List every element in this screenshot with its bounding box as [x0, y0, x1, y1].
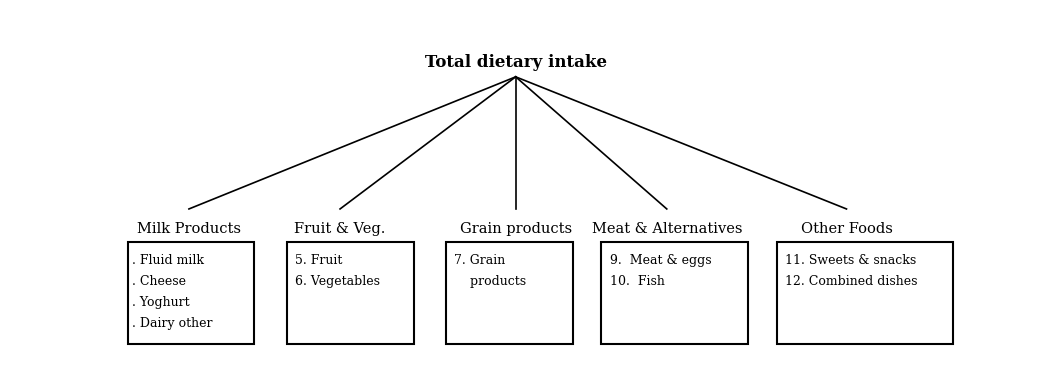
Text: products: products	[454, 275, 527, 288]
Bar	[777, 242, 953, 344]
Text: . Cheese: . Cheese	[132, 275, 186, 288]
Text: 6. Vegetables: 6. Vegetables	[295, 275, 380, 288]
Text: Other Foods: Other Foods	[801, 222, 893, 236]
Text: Milk Products: Milk Products	[137, 222, 241, 236]
Text: . Yoghurt: . Yoghurt	[132, 296, 190, 309]
Text: Fruit & Veg.: Fruit & Veg.	[294, 222, 386, 236]
Text: Total dietary intake: Total dietary intake	[425, 54, 607, 71]
Text: 7. Grain: 7. Grain	[454, 254, 506, 267]
Text: . Dairy other: . Dairy other	[132, 317, 212, 330]
Text: 9.  Meat & eggs: 9. Meat & eggs	[609, 254, 711, 267]
Text: 12. Combined dishes: 12. Combined dishes	[785, 275, 918, 288]
Text: 10.  Fish: 10. Fish	[609, 275, 664, 288]
Bar	[446, 242, 573, 344]
Bar	[128, 242, 254, 344]
Text: 5. Fruit: 5. Fruit	[295, 254, 343, 267]
Text: Meat & Alternatives: Meat & Alternatives	[591, 222, 742, 236]
Text: 11. Sweets & snacks: 11. Sweets & snacks	[785, 254, 917, 267]
Bar	[602, 242, 748, 344]
Bar	[287, 242, 413, 344]
Text: . Fluid milk: . Fluid milk	[132, 254, 203, 267]
Text: Grain products: Grain products	[460, 222, 571, 236]
